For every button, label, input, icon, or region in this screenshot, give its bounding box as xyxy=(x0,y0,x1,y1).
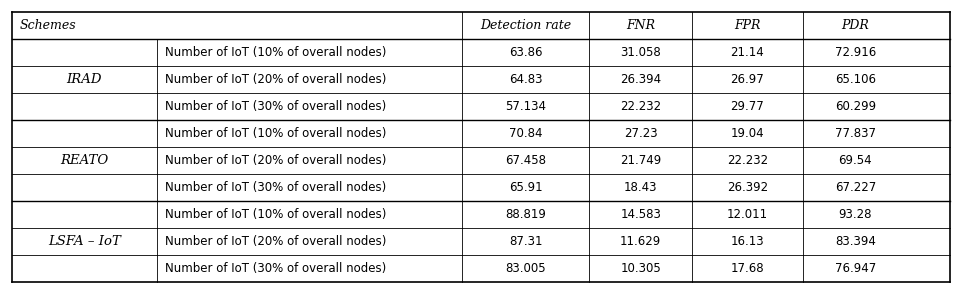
Text: Detection rate: Detection rate xyxy=(480,19,571,32)
Text: 76.947: 76.947 xyxy=(834,262,875,275)
Text: 16.13: 16.13 xyxy=(729,235,763,248)
Text: FPR: FPR xyxy=(733,19,760,32)
Text: 21.749: 21.749 xyxy=(619,154,660,167)
Text: IRAD: IRAD xyxy=(66,73,102,86)
Text: PDR: PDR xyxy=(841,19,869,32)
Text: 26.97: 26.97 xyxy=(729,73,763,86)
Text: 10.305: 10.305 xyxy=(620,262,660,275)
Text: 22.232: 22.232 xyxy=(727,154,767,167)
Text: REATO: REATO xyxy=(61,154,109,167)
Text: 67.458: 67.458 xyxy=(505,154,546,167)
Text: 19.04: 19.04 xyxy=(729,127,763,140)
Text: 72.916: 72.916 xyxy=(834,46,875,59)
Text: 21.14: 21.14 xyxy=(729,46,763,59)
Text: Number of IoT (10% of overall nodes): Number of IoT (10% of overall nodes) xyxy=(164,46,385,59)
Text: 17.68: 17.68 xyxy=(729,262,763,275)
Text: 69.54: 69.54 xyxy=(838,154,872,167)
Text: Number of IoT (10% of overall nodes): Number of IoT (10% of overall nodes) xyxy=(164,127,385,140)
Text: 12.011: 12.011 xyxy=(727,208,767,221)
Text: LSFA – IoT: LSFA – IoT xyxy=(48,235,121,248)
Text: Number of IoT (30% of overall nodes): Number of IoT (30% of overall nodes) xyxy=(164,262,385,275)
Text: 65.91: 65.91 xyxy=(508,181,542,194)
Text: Number of IoT (20% of overall nodes): Number of IoT (20% of overall nodes) xyxy=(164,235,385,248)
Text: 93.28: 93.28 xyxy=(838,208,872,221)
Text: 29.77: 29.77 xyxy=(729,100,763,113)
Text: 88.819: 88.819 xyxy=(505,208,546,221)
Text: Number of IoT (20% of overall nodes): Number of IoT (20% of overall nodes) xyxy=(164,154,385,167)
Text: 63.86: 63.86 xyxy=(508,46,542,59)
Text: Number of IoT (10% of overall nodes): Number of IoT (10% of overall nodes) xyxy=(164,208,385,221)
Text: 83.394: 83.394 xyxy=(834,235,875,248)
Text: 83.005: 83.005 xyxy=(505,262,545,275)
Text: 14.583: 14.583 xyxy=(620,208,660,221)
Text: 65.106: 65.106 xyxy=(834,73,875,86)
Text: 22.232: 22.232 xyxy=(620,100,660,113)
Text: 27.23: 27.23 xyxy=(623,127,656,140)
Text: 18.43: 18.43 xyxy=(624,181,656,194)
Text: 31.058: 31.058 xyxy=(620,46,660,59)
Text: 87.31: 87.31 xyxy=(508,235,542,248)
Text: 64.83: 64.83 xyxy=(508,73,542,86)
Text: 11.629: 11.629 xyxy=(619,235,660,248)
Text: Number of IoT (20% of overall nodes): Number of IoT (20% of overall nodes) xyxy=(164,73,385,86)
Text: 60.299: 60.299 xyxy=(834,100,875,113)
Text: 67.227: 67.227 xyxy=(834,181,875,194)
Text: 70.84: 70.84 xyxy=(508,127,542,140)
Text: Number of IoT (30% of overall nodes): Number of IoT (30% of overall nodes) xyxy=(164,181,385,194)
Text: 57.134: 57.134 xyxy=(505,100,546,113)
Text: 77.837: 77.837 xyxy=(834,127,875,140)
Text: Schemes: Schemes xyxy=(19,19,76,32)
Text: Number of IoT (30% of overall nodes): Number of IoT (30% of overall nodes) xyxy=(164,100,385,113)
Text: 26.394: 26.394 xyxy=(620,73,660,86)
Text: 26.392: 26.392 xyxy=(727,181,767,194)
Text: FNR: FNR xyxy=(626,19,654,32)
